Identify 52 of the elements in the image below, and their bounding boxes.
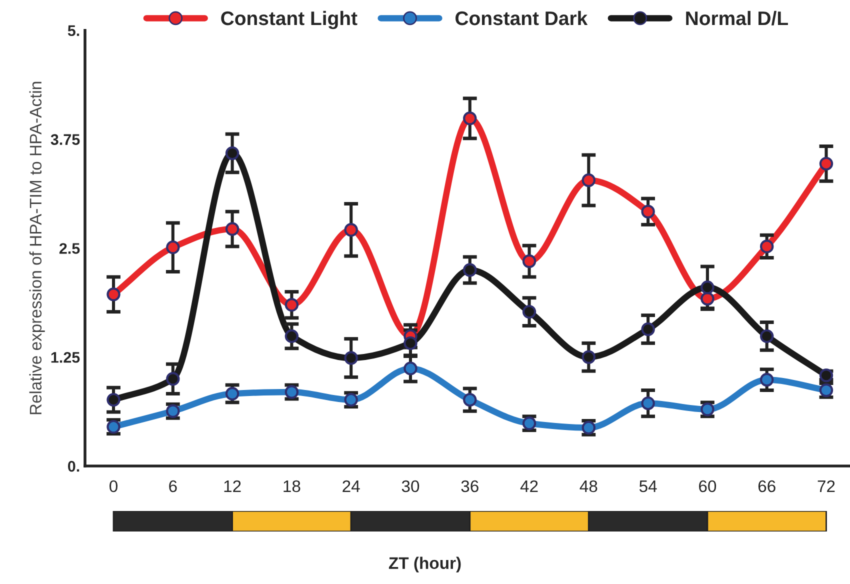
x-tick-label: 48	[580, 480, 598, 492]
x-tick-label: 30	[402, 480, 420, 492]
x-tick-label: 12	[224, 480, 241, 492]
point	[700, 280, 714, 294]
point	[344, 351, 358, 365]
legend-label: Constant Light	[221, 10, 358, 30]
point	[641, 396, 655, 410]
point	[404, 362, 418, 376]
x-tick-label: 36	[461, 480, 478, 492]
point	[166, 240, 180, 254]
point	[819, 156, 834, 171]
y-tick-label: 1.25	[51, 352, 80, 363]
point	[522, 304, 536, 319]
point	[760, 372, 774, 387]
x-tick-label: 72	[818, 480, 835, 492]
y-tick-label: 5.	[68, 25, 80, 36]
point	[225, 222, 240, 236]
legend-label: Normal D/L	[686, 10, 788, 26]
x-tick-label: 66	[758, 480, 776, 492]
x-tick-label: 60	[699, 480, 716, 492]
x-tick-label: 0	[110, 480, 118, 492]
point	[463, 112, 477, 126]
point	[463, 392, 477, 407]
y-axis-title: Relative expression of HPA-TIM to HPA-Actin	[29, 82, 45, 414]
point	[225, 386, 240, 401]
point	[582, 173, 596, 188]
x-tick-label: 6	[169, 480, 177, 492]
point	[106, 392, 120, 407]
point	[225, 146, 240, 160]
point	[284, 329, 299, 344]
x-tick-label: 42	[520, 480, 538, 492]
point	[641, 204, 655, 218]
x-tick-label: 54	[639, 480, 657, 492]
point	[582, 350, 596, 364]
legend-label: Constant Dark	[456, 10, 588, 26]
point	[344, 223, 358, 237]
point	[760, 240, 774, 254]
point	[700, 292, 714, 306]
point	[284, 298, 299, 312]
y-tick-label: 2.5	[59, 243, 80, 254]
point	[463, 263, 477, 277]
point	[760, 329, 774, 344]
point	[522, 254, 536, 268]
y-tick-label: 0.	[68, 460, 80, 472]
point	[404, 336, 418, 350]
point	[641, 322, 655, 336]
point	[166, 372, 180, 386]
point	[106, 288, 120, 302]
x-axis-title: ZT (hour)	[388, 556, 461, 572]
x-tick-label: 18	[284, 480, 300, 492]
y-tick-label: 3.75	[50, 134, 80, 145]
x-tick-label: 24	[342, 480, 360, 492]
